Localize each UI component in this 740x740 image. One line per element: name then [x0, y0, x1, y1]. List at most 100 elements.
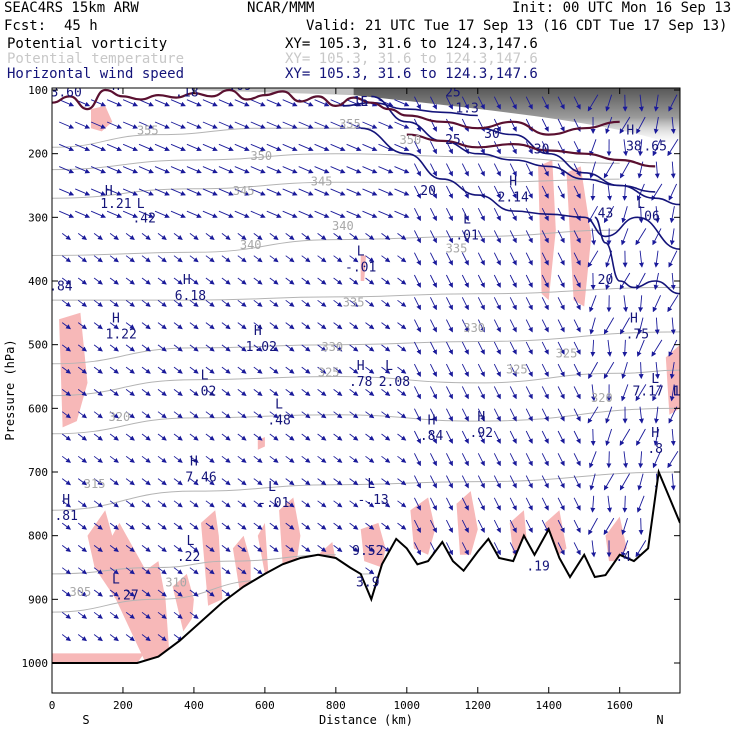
wind-vector — [621, 206, 628, 224]
wind-vector — [445, 319, 453, 333]
wind-vector — [269, 344, 279, 352]
wind-vector — [397, 299, 407, 307]
pv-region — [91, 105, 113, 132]
wind-vector — [301, 433, 311, 441]
wind-vector — [461, 319, 469, 333]
wind-vector — [445, 185, 453, 199]
y-axis-label: Pressure (hPa) — [3, 339, 17, 440]
wind-vector — [670, 272, 676, 290]
wind-vector — [138, 210, 154, 218]
wind-vector — [381, 545, 391, 553]
wind-vector — [253, 322, 263, 330]
theta-contour-line — [52, 229, 620, 256]
wind-vector — [109, 455, 119, 463]
wind-vector — [573, 274, 581, 288]
pv-extremum-label: L — [201, 369, 209, 384]
wind-vector — [397, 478, 407, 486]
wind-vector — [202, 210, 218, 218]
theta-contour-label: 335 — [343, 296, 365, 310]
pv-extremum-label: L — [463, 213, 471, 228]
wind-vector — [221, 344, 231, 352]
pv-extremum-label: .84 — [420, 429, 444, 444]
wind-vector — [106, 166, 123, 174]
wind-vector — [429, 497, 437, 511]
wind-vector — [669, 228, 675, 246]
wind-vector — [77, 545, 87, 553]
wind-vector — [651, 339, 663, 357]
wind-vector — [654, 362, 660, 380]
wind-vector — [186, 166, 202, 174]
wind-vector — [253, 255, 263, 263]
wind-vector — [365, 299, 375, 307]
wind-vector — [333, 478, 343, 486]
wind-vector — [317, 233, 327, 240]
wind-vector — [157, 567, 167, 575]
wind-speed-label: 20 — [598, 273, 614, 288]
wind-vector — [269, 478, 279, 486]
wind-vector — [525, 475, 533, 489]
wind-vector — [493, 297, 501, 311]
pv-region — [52, 653, 145, 663]
theta-contour-label: 325 — [556, 346, 578, 360]
wind-vector — [429, 141, 437, 155]
wind-vector — [106, 143, 123, 152]
wind-vector — [557, 386, 565, 400]
wind-vector — [90, 210, 107, 218]
theta-contour-label: 305 — [70, 585, 92, 599]
pv-extremum-label: 2.08 — [379, 375, 410, 390]
theta-contour-label: 330 — [321, 340, 343, 354]
wind-vector — [189, 500, 199, 508]
wind-vector — [623, 139, 628, 157]
wind-vector — [125, 634, 135, 642]
wind-vector — [93, 411, 103, 419]
wind-vector — [413, 363, 421, 377]
wind-vector — [413, 430, 421, 444]
wind-vector — [269, 522, 279, 530]
wind-vector — [173, 366, 183, 374]
wind-vector — [234, 121, 250, 129]
pv-extremum-label: 3.60 — [51, 85, 82, 100]
wind-vector — [525, 230, 533, 244]
wind-vector — [607, 339, 612, 357]
wind-vector — [445, 341, 453, 355]
wind-vector — [381, 522, 391, 530]
wind-vector — [189, 389, 199, 396]
wind-vector — [509, 519, 517, 533]
field-xy-pv: XY= 105.3, 31.6 to 124.3,147.6 — [285, 36, 538, 52]
wind-vector — [285, 455, 295, 463]
wind-vector — [93, 567, 103, 575]
pv-extremum-label: H — [62, 493, 70, 508]
wind-vector — [154, 99, 170, 107]
wind-vector — [59, 188, 75, 196]
wind-vector — [61, 389, 71, 396]
wind-vector — [668, 94, 678, 112]
wind-vector — [619, 116, 631, 134]
pv-extremum-label: .06 — [636, 210, 659, 225]
wind-vector — [250, 121, 266, 129]
wind-vector — [573, 297, 581, 311]
y-tick-label: 600 — [28, 402, 48, 415]
field-xy-wind: XY= 105.3, 31.6 to 124.3,147.6 — [285, 66, 538, 82]
pv-extremum-label: 1.02 — [246, 340, 277, 355]
wind-vector — [461, 408, 469, 422]
wind-vector — [573, 185, 581, 199]
wind-vector — [493, 341, 501, 355]
pv-extremum-label: -.13 — [357, 493, 388, 508]
wind-vector — [173, 433, 183, 441]
wind-vector — [525, 185, 533, 199]
wind-vector — [652, 228, 662, 246]
wind-vector — [493, 430, 501, 444]
pv-extremum-label: H — [626, 124, 634, 139]
wind-vector — [90, 121, 107, 129]
wind-vector — [413, 163, 421, 177]
wind-vector — [477, 252, 485, 266]
wind-vector — [77, 233, 87, 240]
wind-vector — [653, 406, 659, 424]
pv-extremum-label: .81 — [54, 509, 77, 524]
wind-vector — [77, 366, 87, 374]
wind-vector — [509, 185, 517, 199]
wind-vector — [413, 274, 421, 288]
wind-vector — [189, 344, 199, 352]
wind-vector — [61, 611, 71, 619]
wind-vector — [266, 99, 282, 107]
